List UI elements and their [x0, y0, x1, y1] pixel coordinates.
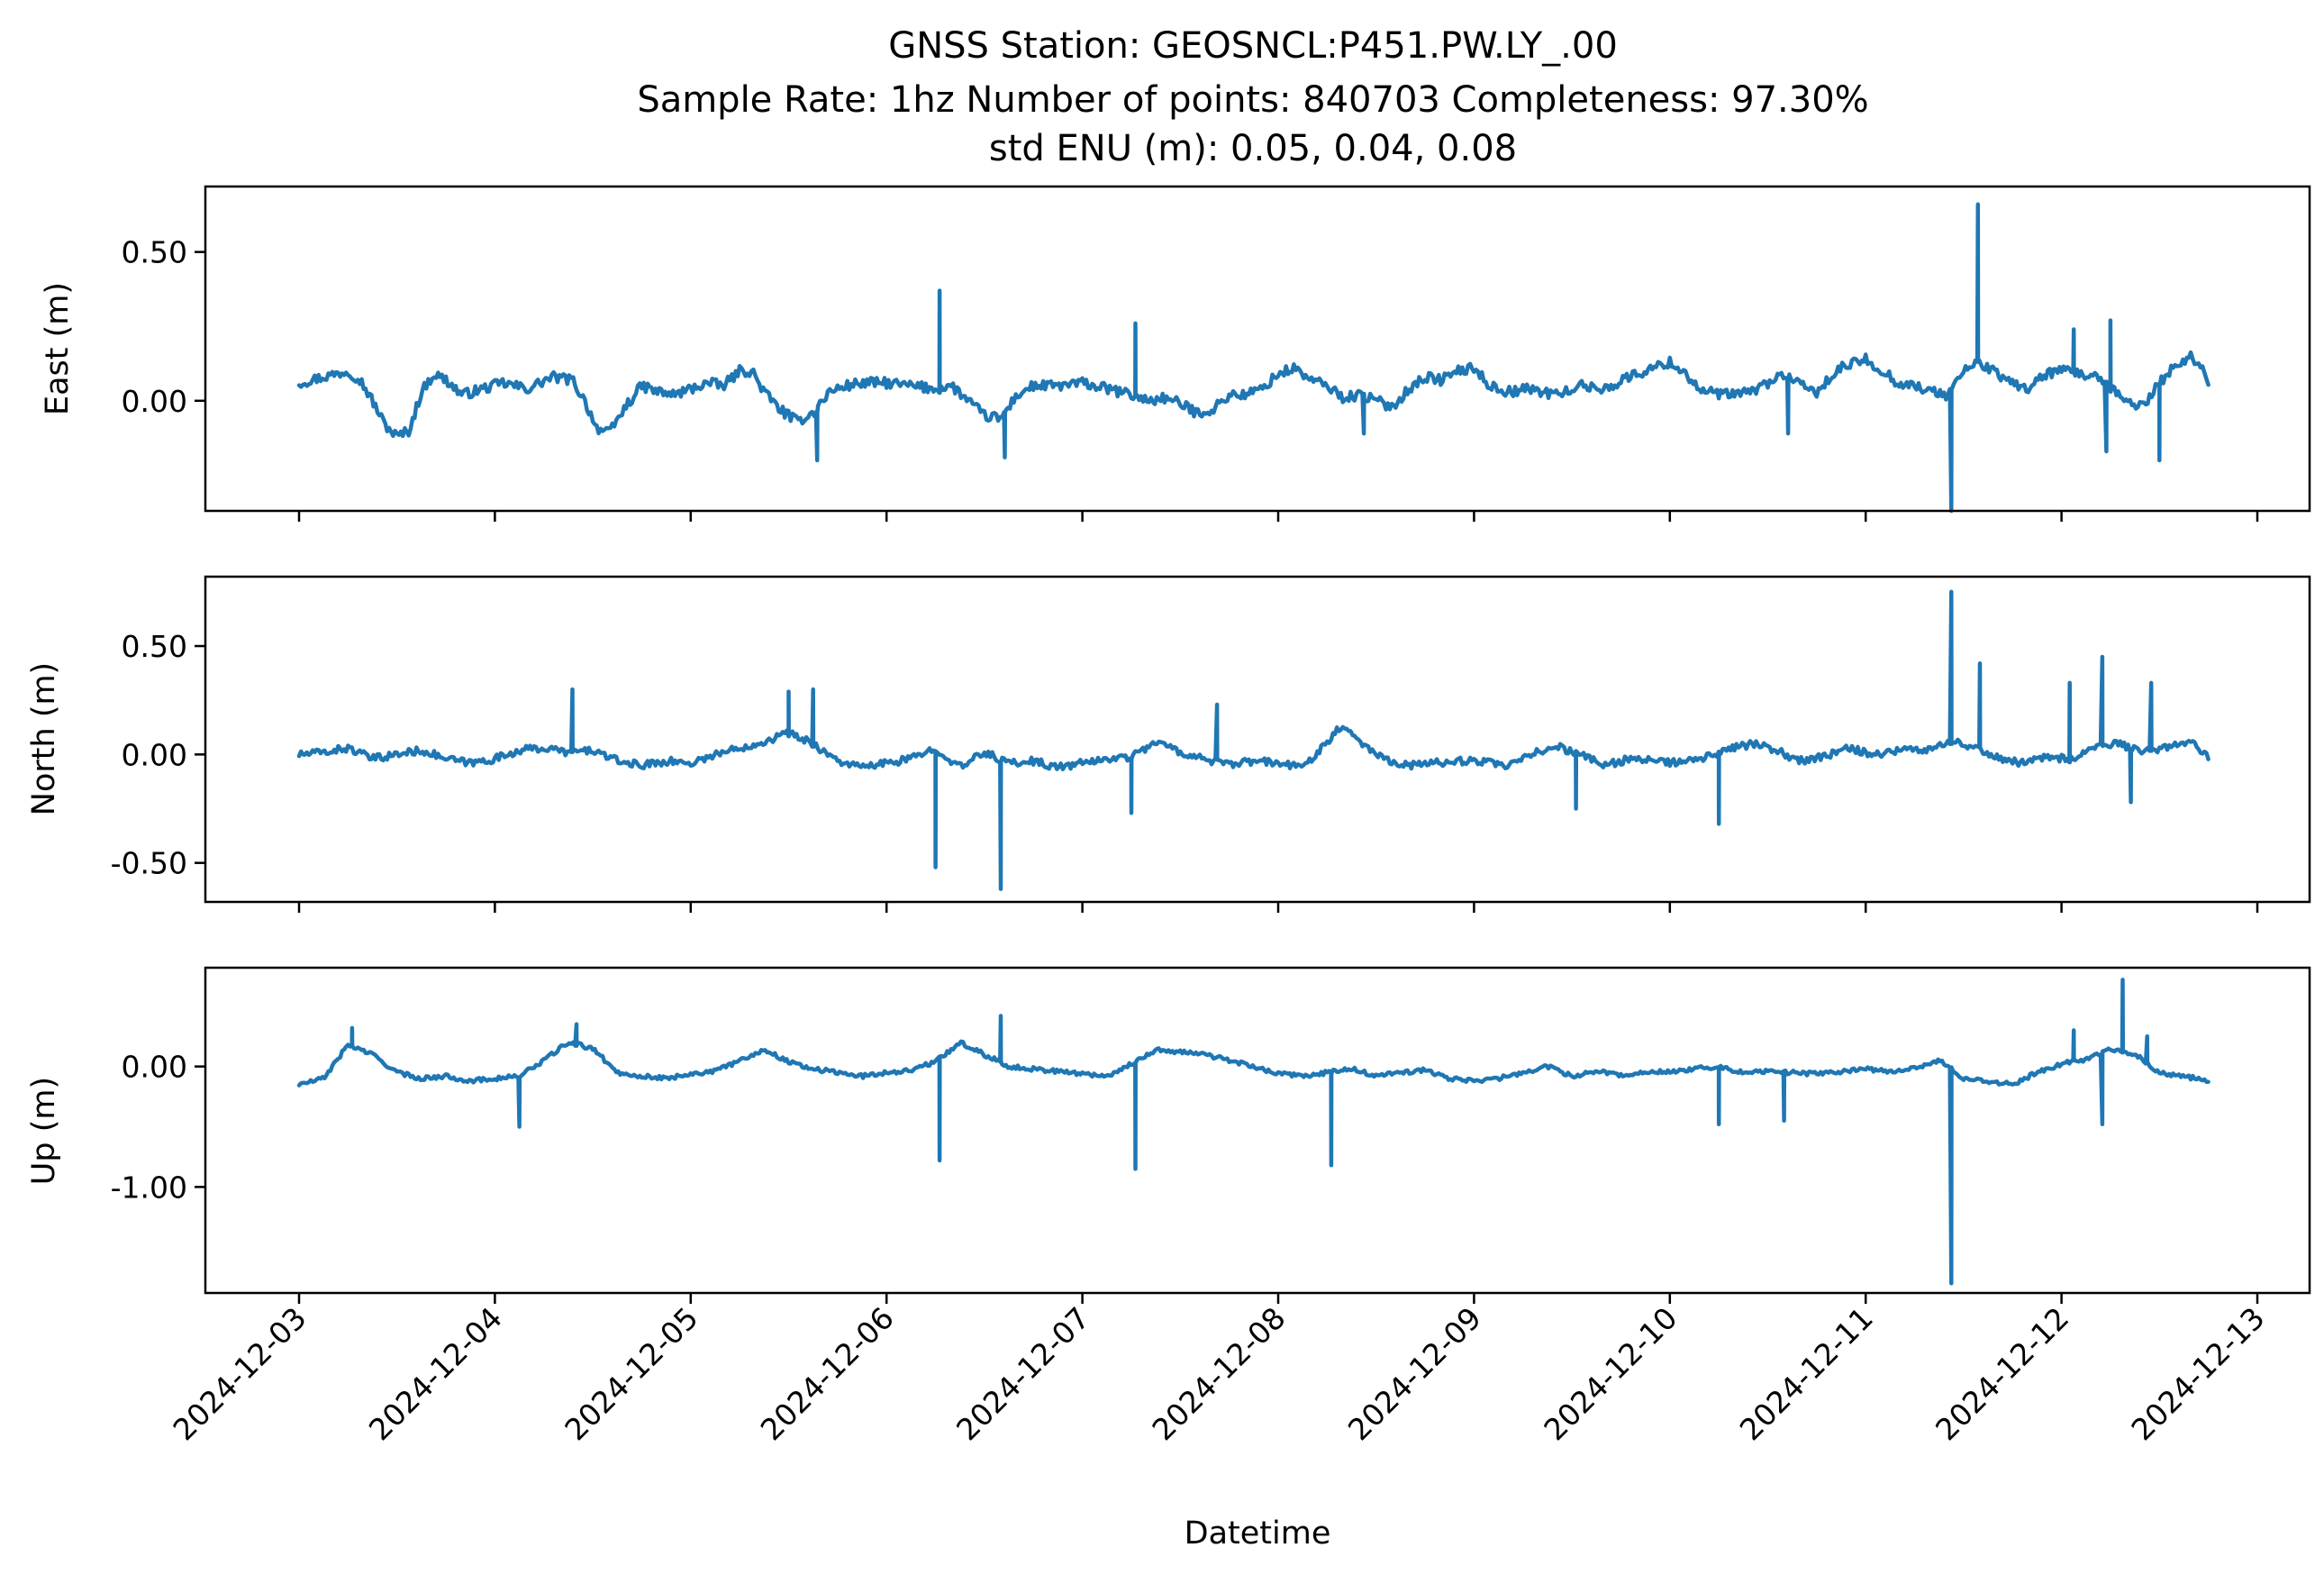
up-plot-area [296, 978, 2211, 1286]
title-line-2: Sample Rate: 1hz Number of points: 84070… [637, 79, 1868, 121]
north-plot-area [296, 589, 2211, 891]
y-tick-label: 0.00 [122, 1050, 187, 1085]
east-panel: 0.50 0.00 East (m) [40, 185, 2311, 522]
y-tick-label: 0.50 [122, 629, 187, 664]
east-plot-area [296, 202, 2211, 514]
up-axes-frame [204, 966, 2311, 1295]
y-tick-label: -1.00 [111, 1170, 187, 1205]
figure-title: GNSS Station: GEOSNCL:P451.PW.LY_.00 Sam… [637, 25, 1868, 169]
up-x-ticks [297, 1293, 2259, 1304]
up-ylabel: Up (m) [26, 1077, 62, 1185]
series-line [296, 589, 2211, 891]
north-axes-frame [204, 575, 2311, 904]
north-ylabel: North (m) [26, 662, 62, 815]
east-y-axis: 0.50 0.00 [122, 235, 205, 419]
title-line-1: GNSS Station: GEOSNCL:P451.PW.LY_.00 [888, 25, 1618, 67]
north-panel: 0.50 0.00 -0.50 North (m) [26, 575, 2311, 913]
east-ylabel: East (m) [40, 282, 76, 415]
up-panel: 0.00 -1.00 Up (m) [26, 966, 2311, 1304]
y-tick-label: 0.00 [122, 737, 187, 772]
y-tick-label: 0.50 [122, 235, 187, 270]
north-x-ticks [297, 902, 2259, 913]
title-line-3: std ENU (m): 0.05, 0.04, 0.08 [989, 128, 1517, 169]
y-tick-label: -0.50 [111, 846, 187, 881]
x-axis-label: Datetime [1185, 1516, 1331, 1552]
east-axes-frame [204, 185, 2311, 513]
series-line [296, 202, 2211, 514]
y-tick-label: 0.00 [122, 384, 187, 419]
north-y-axis: 0.50 0.00 -0.50 [111, 629, 205, 881]
up-y-axis: 0.00 -1.00 [111, 1050, 205, 1205]
east-x-ticks [297, 511, 2259, 522]
series-line [296, 978, 2211, 1286]
